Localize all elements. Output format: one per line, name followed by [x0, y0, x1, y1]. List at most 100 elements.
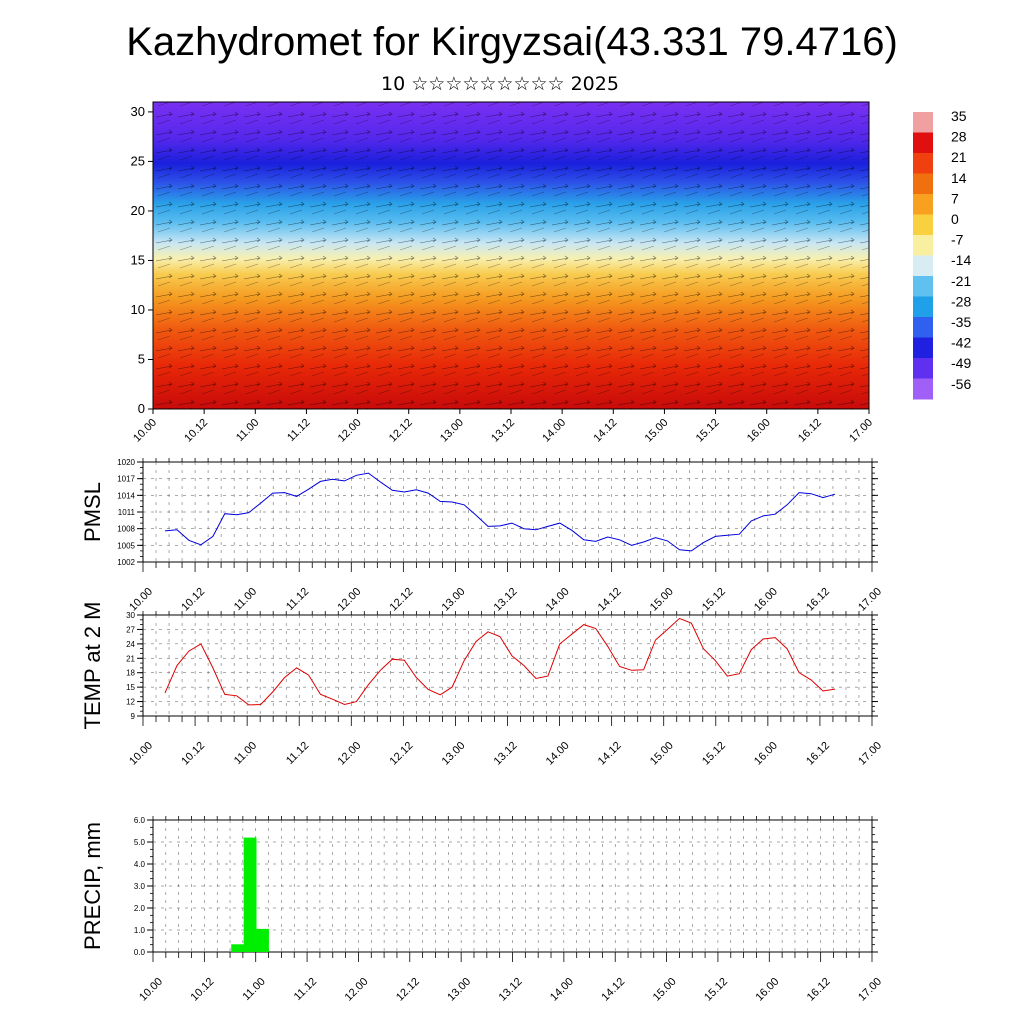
x-tick-label: 17.00 [856, 740, 884, 768]
colorbar-swatch [913, 378, 933, 400]
x-tick-label: 15.00 [651, 976, 679, 1004]
chart-subtitle: 10 ☆☆☆☆☆☆☆☆☆ 2025 [381, 73, 619, 95]
x-tick-label: 12.00 [335, 740, 363, 768]
colorbar-swatch [913, 317, 933, 338]
temperature-series-line [164, 617, 836, 706]
colorbar-swatch [913, 132, 933, 154]
colorbar-label: -56 [951, 376, 971, 392]
x-tick-label: 17.00 [847, 417, 875, 445]
colorbar-label: 0 [951, 211, 959, 227]
colorbar-swatch [913, 337, 933, 359]
x-tick-label: 14.00 [548, 976, 576, 1004]
x-tick-label: 16.12 [796, 417, 824, 445]
colorbar-swatch [913, 173, 933, 195]
x-tick-label: 13.12 [492, 740, 520, 768]
x-tick-label: 13.00 [438, 417, 466, 445]
x-tick-label: 16.12 [804, 586, 832, 614]
x-tick-label: 15.12 [700, 740, 728, 768]
y-tick-label: 25 [131, 153, 145, 168]
colorbar-swatch [913, 358, 933, 379]
x-tick-label: 17.00 [856, 586, 884, 614]
colorbar-label: -21 [951, 273, 971, 289]
y-tick-label: 1005 [117, 541, 135, 550]
colorbar-label: -28 [951, 293, 971, 309]
x-tick-label: 16.00 [753, 976, 781, 1004]
colorbar-swatch [913, 194, 933, 215]
temperature-chart: 9 12 15 18 21 24 27 30 10.00 10.12 11.00 11.12 12.00… [80, 602, 884, 768]
x-tick-label: 13.12 [489, 417, 517, 445]
x-tick-label: 10.12 [189, 976, 217, 1004]
y-tick-label: 15 [131, 252, 145, 267]
y-tick-label: 15 [126, 683, 135, 692]
y-tick-label: 24 [126, 640, 135, 649]
y-tick-label: 21 [126, 654, 135, 663]
x-tick-label: 16.00 [752, 740, 780, 768]
x-tick-label: 15.00 [643, 417, 671, 445]
x-tick-label: 14.12 [599, 976, 627, 1004]
y-axis-title: PMSL [80, 482, 105, 542]
x-tick-label: 10.12 [179, 740, 207, 768]
y-tick-label: 0.0 [134, 948, 146, 957]
x-tick-label: 15.12 [694, 417, 722, 445]
wind-temperature-cross-section: 0 5 10 15 20 25 30 10.00 10.12 11.00 11.12 12.00 12.… [131, 101, 875, 445]
colorbar-swatch [913, 153, 933, 174]
colorbar-label: -49 [951, 355, 971, 371]
x-tick-label: 10.00 [127, 740, 155, 768]
x-tick-label: 14.12 [596, 586, 624, 614]
y-tick-label: 5 [138, 351, 145, 366]
y-tick-label: 27 [126, 625, 135, 634]
x-tick-label: 10.12 [179, 586, 207, 614]
x-tick-label: 14.00 [544, 740, 572, 768]
colorbar-label: 14 [951, 170, 967, 186]
x-tick-label: 11.12 [285, 417, 312, 444]
x-tick-label: 12.00 [336, 417, 364, 445]
x-tick-label: 11.12 [292, 976, 319, 1003]
y-tick-label: 9 [131, 712, 136, 721]
colorbar-label: -42 [951, 335, 971, 351]
x-tick-label: 12.00 [335, 586, 363, 614]
colorbar-label: 21 [951, 149, 967, 165]
x-tick-label: 16.00 [745, 417, 773, 445]
y-tick-label: 30 [126, 611, 135, 620]
precip-bar [256, 928, 269, 952]
y-tick-label: 1.0 [134, 926, 146, 935]
x-tick-label: 12.12 [388, 740, 416, 768]
y-tick-label: 12 [126, 698, 135, 707]
y-tick-label: 0 [138, 401, 145, 416]
y-tick-label: 5.0 [134, 838, 146, 847]
colorbar-label: 35 [951, 108, 967, 124]
x-tick-label: 10.00 [127, 586, 155, 614]
x-tick-label: 13.00 [440, 586, 468, 614]
x-tick-label: 13.12 [497, 976, 525, 1004]
colorbar-label: -14 [951, 252, 971, 268]
colorbar-swatch [913, 235, 933, 256]
x-tick-label: 12.12 [387, 417, 415, 445]
colorbar-swatch [913, 296, 933, 318]
x-tick-label: 12.00 [343, 976, 371, 1004]
y-tick-label: 18 [126, 669, 135, 678]
x-tick-label: 11.00 [234, 417, 261, 444]
y-tick-label: 1017 [117, 475, 135, 484]
x-tick-label: 11.00 [232, 586, 259, 613]
y-tick-label: 10 [131, 302, 145, 317]
x-tick-label: 15.12 [702, 976, 730, 1004]
y-tick-label: 20 [131, 203, 145, 218]
colorbar-label: 7 [951, 190, 959, 206]
colorbar-swatch [913, 255, 933, 277]
x-tick-label: 14.00 [544, 586, 572, 614]
pmsl-chart: 1002 1005 1008 1011 1014 1017 1020 10.00 10.12 11… [80, 458, 884, 614]
y-axis-title: TEMP at 2 M [80, 602, 105, 730]
x-tick-label: 10.12 [182, 417, 210, 445]
y-tick-label: 1014 [117, 491, 135, 500]
x-tick-label: 15.12 [700, 586, 728, 614]
x-tick-label: 16.12 [805, 976, 833, 1004]
y-tick-label: 2.0 [134, 904, 146, 913]
x-tick-label: 11.00 [240, 976, 267, 1003]
x-tick-label: 16.00 [752, 586, 780, 614]
x-tick-label: 12.12 [388, 586, 416, 614]
x-tick-label: 13.00 [440, 740, 468, 768]
colorbar-label: 28 [951, 129, 967, 145]
x-tick-label: 11.00 [232, 740, 259, 767]
y-axis-title: PRECIP, mm [80, 822, 105, 950]
